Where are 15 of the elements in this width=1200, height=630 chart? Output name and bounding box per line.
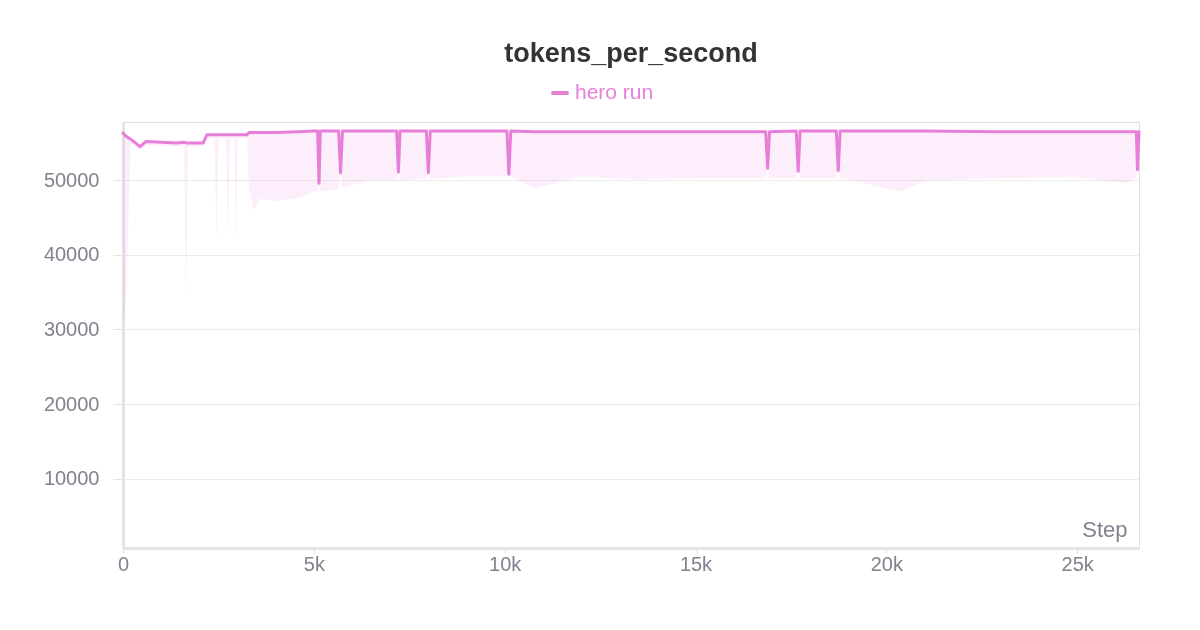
- x-tick-label: 15k: [679, 552, 714, 575]
- y-tick-label: 10000: [43, 467, 100, 490]
- chart-title: tokens_per_second: [504, 38, 758, 68]
- line-series: [121, 129, 1141, 185]
- y-tick-label: 50000: [43, 168, 100, 191]
- y-tick-label: 30000: [43, 317, 100, 340]
- x-tick-label: 5k: [303, 552, 326, 575]
- x-tick-label: 20k: [870, 552, 904, 575]
- legend-label: hero run: [575, 80, 654, 103]
- y-tick-label: 20000: [43, 392, 100, 415]
- x-axis-title: Step: [1082, 516, 1128, 542]
- x-tick-label: 10k: [489, 552, 523, 575]
- y-tick-label: 40000: [43, 243, 100, 266]
- x-tick-label: 0: [117, 552, 130, 575]
- x-tick-label: 25k: [1061, 552, 1095, 575]
